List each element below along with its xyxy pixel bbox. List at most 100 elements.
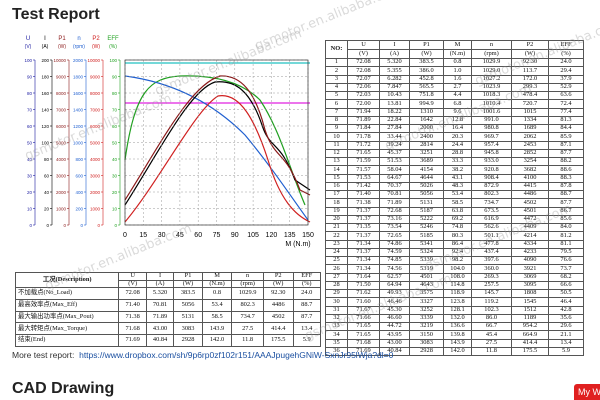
data-row: 14 71.57 58.04 4154 38.2 920.8 3682 88.6 (325, 165, 584, 175)
cell: 969.7 (471, 132, 512, 142)
cell: 20.3 (443, 132, 472, 142)
cell: 1018.3 (471, 90, 512, 101)
cell: 175.5 (262, 334, 294, 347)
cell: 802.3 (471, 189, 512, 200)
cell: 720.7 (511, 99, 549, 109)
cell: 92.4 (443, 247, 472, 258)
cell: 73.16 (379, 214, 410, 225)
cell: 68.2 (548, 272, 584, 282)
unit-cell: (W) (409, 49, 444, 59)
cell: 565.5 (409, 82, 444, 93)
y-tick-label: 100 (41, 141, 49, 146)
cell: 414.4 (262, 322, 294, 336)
cell: 76.6 (548, 255, 584, 266)
cell: 10.43 (379, 90, 410, 101)
cell: 71.68 (347, 338, 380, 348)
cell: 13.81 (379, 99, 410, 109)
cell: 结束(End) (14, 334, 120, 347)
cell: 4 (325, 82, 348, 93)
cell: 21 (325, 222, 348, 233)
cell: 92.30 (262, 287, 294, 300)
cell: 92.30 (511, 57, 549, 68)
cell: 88.7 (548, 189, 584, 200)
unit-row: (V) (A) (W) (N.m) (rpm) (W) (%) (326, 49, 584, 59)
y-tick-label: 1800 (73, 75, 84, 80)
cell: 1808 (511, 288, 549, 299)
cell: 71.57 (347, 165, 380, 175)
cell: 2 (325, 66, 348, 76)
data-row: 9 71.84 27.84 2000 16.4 980.8 1689 84.4 (325, 123, 584, 134)
cell: 14 (325, 165, 348, 175)
cell: 145.7 (471, 288, 512, 299)
wishlist-button[interactable]: My W (574, 384, 600, 400)
cell: 88.3 (548, 173, 584, 183)
plot-frame (124, 59, 309, 226)
cell: 51.53 (379, 156, 410, 167)
cell: 72.08 (118, 287, 147, 300)
cell: 88.6 (548, 165, 584, 175)
cell: 58.5 (443, 198, 472, 208)
unit-cell: (V) (118, 279, 147, 288)
cell: 2.7 (443, 82, 472, 93)
report-link[interactable]: https://www.dropbox.com/sh/9p6rp0zf102r1… (79, 350, 394, 360)
cell: 71.65 (347, 330, 380, 340)
cell: 2000 (409, 123, 444, 134)
cell: 4.4 (443, 90, 472, 101)
y-tick-label: 5000 (90, 141, 101, 146)
x-tick-label: 60 (194, 232, 202, 239)
cell: 3327 (409, 297, 444, 307)
cell: 1310 (409, 107, 444, 117)
cell: 1.0 (443, 66, 472, 76)
cell: 945.8 (471, 148, 512, 159)
cell: 3069 (511, 272, 549, 282)
y-tick-label: 80 (112, 91, 118, 96)
cell: 908.4 (471, 173, 512, 183)
header-cell: EFF (292, 272, 322, 281)
cell: 48.3 (443, 181, 472, 192)
y-tick-label: 6000 (90, 124, 101, 129)
cell: 2928 (173, 334, 203, 347)
cell: 3682 (511, 165, 549, 175)
curve (124, 75, 311, 201)
cell: 71.38 (347, 198, 380, 208)
cell: 9.6 (443, 107, 472, 117)
cell: 5185 (409, 231, 444, 241)
cell: 4233 (511, 247, 549, 258)
cell: 2453 (511, 140, 549, 150)
cell: 360.0 (471, 264, 512, 274)
cell: 74.56 (379, 264, 410, 274)
cell: 80.3 (443, 231, 472, 241)
cell: 5339 (409, 255, 444, 266)
y-tick-label: 1400 (73, 108, 84, 113)
header-cell: U (118, 272, 147, 281)
y-tick-label: 1000 (73, 141, 84, 146)
cell: 42.8 (548, 305, 584, 315)
x-tick-label: 135 (284, 232, 296, 239)
data-row: 5 72.03 10.43 751.8 4.4 1018.3 478.4 63.6 (325, 90, 584, 101)
data-row: 4 72.06 7.847 565.5 2.7 1023.9 299.3 52.9 (325, 82, 584, 93)
section-title: Test Report (12, 6, 100, 23)
header-cell: P2 (511, 40, 549, 50)
cell: 70.37 (379, 181, 410, 192)
cell: 1029.9 (471, 57, 512, 68)
cell: 933.0 (471, 156, 512, 167)
cell: 26 (325, 264, 348, 274)
cell: 71.72 (347, 140, 380, 150)
y-tick-label: 1000 (90, 207, 101, 212)
header-cell: P2 (262, 272, 294, 281)
cell: 71.66 (347, 313, 380, 324)
cell: 30 (325, 297, 348, 307)
unit-cell: (%) (548, 49, 584, 59)
cell: 123.8 (443, 297, 472, 307)
y-tick-label: 10000 (87, 58, 100, 63)
axis-name: I (44, 36, 46, 42)
cell: 4214 (511, 231, 549, 241)
cell: 33.3 (443, 156, 472, 167)
cell: 734.7 (231, 310, 264, 324)
cell: 最大转矩点(Max_Torque) (14, 322, 120, 336)
cell: 5.355 (379, 66, 410, 76)
y-tick-label: 800 (75, 157, 83, 162)
cell: 2400 (409, 132, 444, 142)
data-row: 28 71.50 64.94 4643 114.8 257.5 3095 66.6 (325, 280, 584, 291)
cell: 3150 (409, 330, 444, 340)
